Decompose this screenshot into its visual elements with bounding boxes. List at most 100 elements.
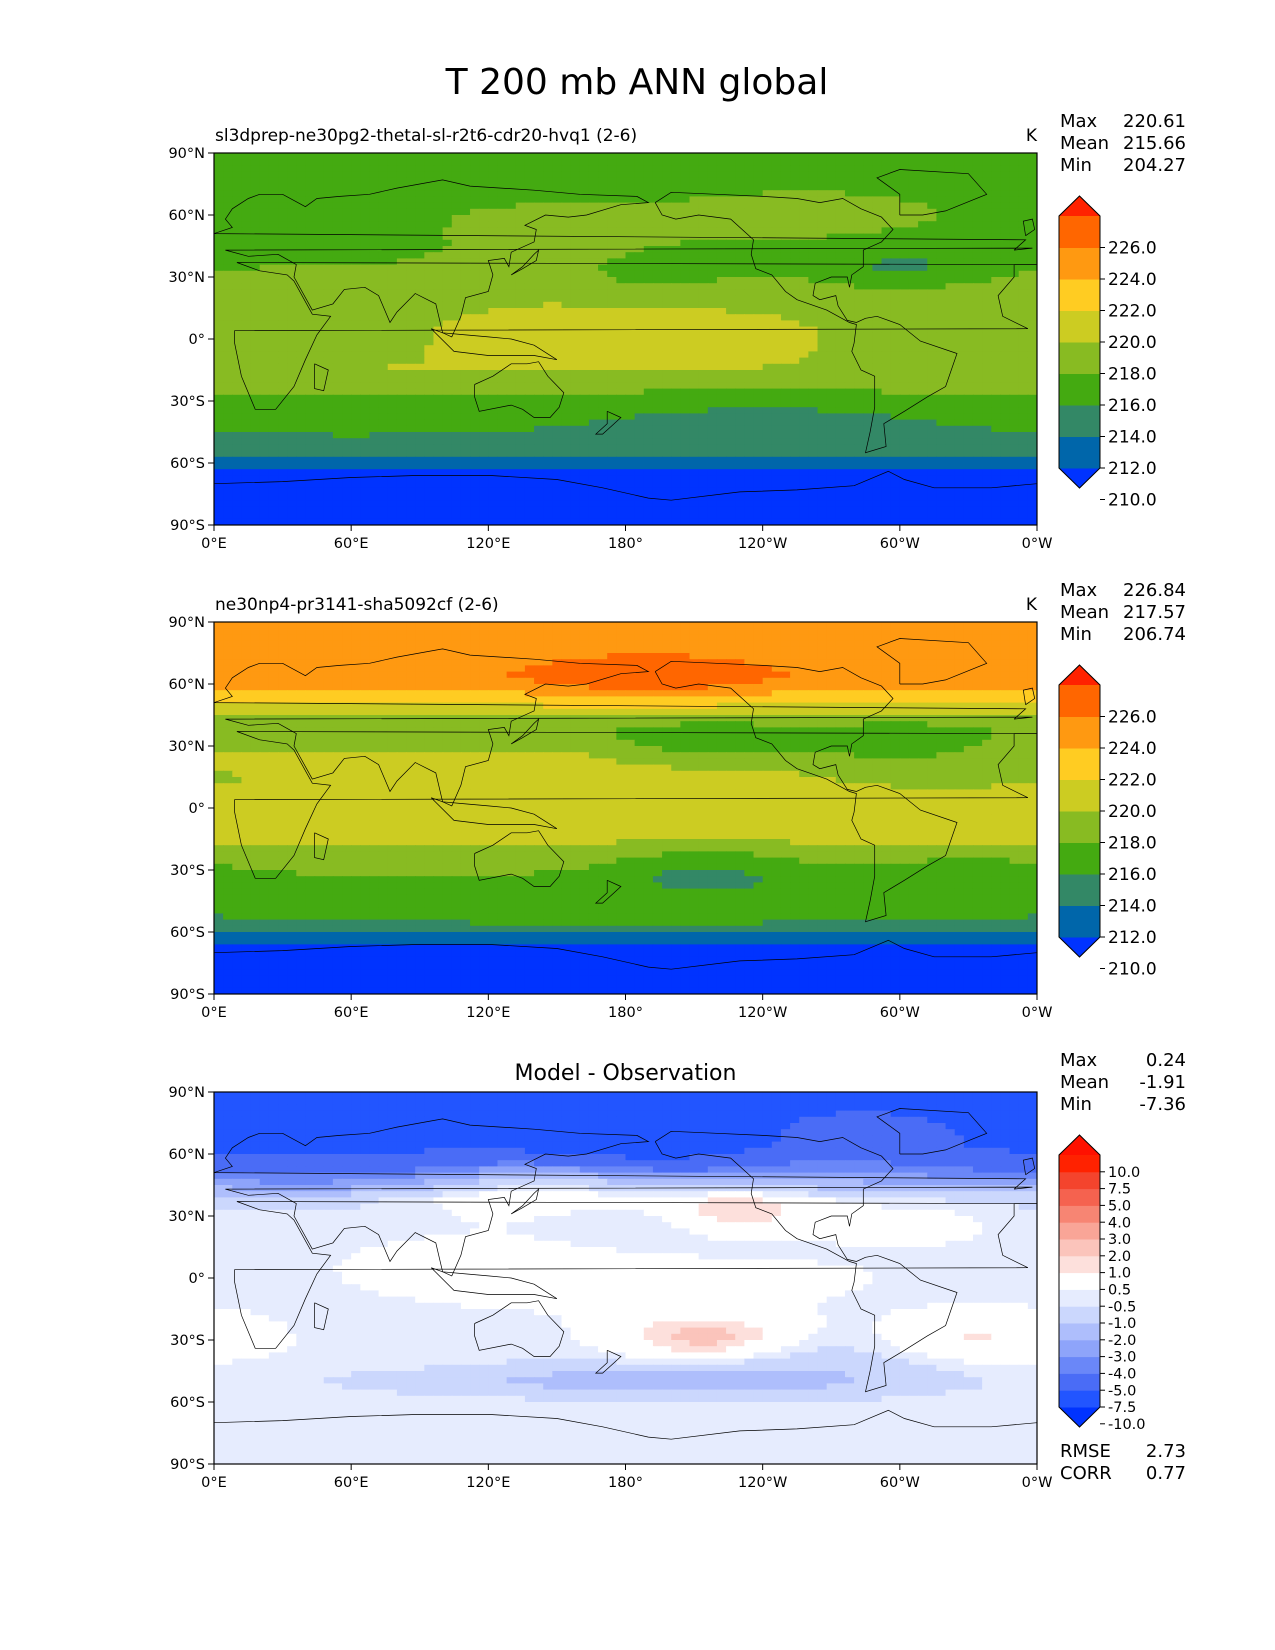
field-cell — [625, 252, 636, 259]
field-cell — [890, 481, 901, 489]
field-cell — [1018, 475, 1029, 483]
field-cell — [634, 258, 645, 266]
field-cell — [634, 438, 645, 445]
field-cell — [890, 487, 901, 495]
field-cell — [534, 289, 544, 297]
field-cell — [332, 376, 343, 383]
field-cell — [625, 450, 636, 458]
field-cell — [954, 407, 965, 414]
field-cell — [899, 394, 910, 402]
field-cell — [268, 487, 279, 495]
field-cell — [524, 202, 535, 210]
field-cell — [863, 320, 873, 328]
field-cell — [552, 227, 563, 235]
field-cell — [863, 394, 873, 402]
field-cell — [570, 171, 581, 179]
field-cell — [515, 388, 526, 396]
field-cell — [689, 202, 700, 210]
field-cell — [305, 270, 316, 278]
field-cell — [790, 432, 800, 439]
field-cell — [899, 469, 910, 476]
field-cell — [762, 308, 773, 315]
field-cell — [406, 233, 416, 241]
field-cell — [936, 370, 947, 377]
field-cell — [332, 270, 343, 278]
field-cell — [296, 401, 307, 408]
field-cell — [881, 177, 892, 185]
field-cell — [835, 208, 846, 216]
field-cell — [506, 425, 517, 433]
field-cell — [598, 425, 608, 433]
field-cell — [689, 463, 700, 470]
field-cell — [780, 376, 791, 383]
field-cell — [424, 419, 435, 427]
field-cell — [579, 215, 590, 222]
field-cell — [863, 177, 873, 185]
field-cell — [991, 314, 1002, 321]
field-cell — [360, 432, 371, 439]
field-cell — [561, 388, 572, 396]
field-cell — [643, 320, 654, 328]
field-cell — [488, 376, 499, 383]
field-cell — [753, 264, 764, 272]
field-cell — [241, 184, 252, 191]
field-cell — [899, 326, 910, 334]
field-cell — [479, 171, 489, 179]
field-cell — [680, 283, 691, 290]
field-cell — [899, 407, 910, 414]
field-cell — [1009, 469, 1020, 476]
field-cell — [214, 196, 224, 204]
field-cell — [424, 382, 435, 390]
field-cell — [470, 233, 480, 241]
field-cell — [424, 339, 435, 346]
field-cell — [332, 171, 343, 179]
field-cell — [716, 407, 727, 414]
field-cell — [579, 295, 590, 303]
field-cell — [259, 190, 270, 197]
field-cell — [332, 370, 343, 377]
field-cell — [817, 456, 828, 464]
field-cell — [945, 481, 956, 489]
field-cell — [396, 221, 407, 228]
field-cell — [552, 215, 563, 222]
field-cell — [744, 227, 755, 235]
field-cell — [826, 270, 837, 278]
field-cell — [890, 295, 901, 303]
field-cell — [351, 270, 361, 278]
field-cell — [259, 475, 270, 483]
field-cell — [652, 227, 663, 235]
field-cell — [808, 326, 819, 334]
field-cell — [826, 252, 837, 259]
field-cell — [1018, 339, 1029, 346]
field-cell — [771, 301, 782, 309]
field-cell — [854, 326, 864, 334]
field-cell — [762, 382, 773, 390]
field-cell — [351, 438, 361, 445]
field-cell — [314, 339, 325, 346]
field-cell — [588, 295, 599, 303]
field-cell — [908, 159, 919, 166]
field-cell — [817, 239, 828, 247]
field-cell — [598, 494, 608, 501]
field-cell — [1027, 382, 1037, 390]
field-cell — [543, 376, 553, 383]
field-cell — [607, 295, 617, 303]
field-cell — [1009, 463, 1020, 470]
field-cell — [616, 308, 627, 315]
field-cell — [378, 363, 389, 371]
field-cell — [799, 270, 809, 278]
field-cell — [451, 425, 462, 433]
field-cell — [250, 153, 261, 160]
field-cell — [424, 388, 435, 396]
field-cell — [323, 239, 334, 247]
field-cell — [378, 295, 389, 303]
field-cell — [735, 388, 745, 396]
field-cell — [534, 370, 544, 377]
field-cell — [314, 289, 325, 297]
field-cell — [872, 246, 883, 253]
field-cell — [726, 283, 736, 290]
field-cell — [872, 357, 883, 365]
field-cell — [1009, 277, 1020, 284]
field-cell — [488, 456, 499, 464]
field-cell — [991, 394, 1002, 402]
